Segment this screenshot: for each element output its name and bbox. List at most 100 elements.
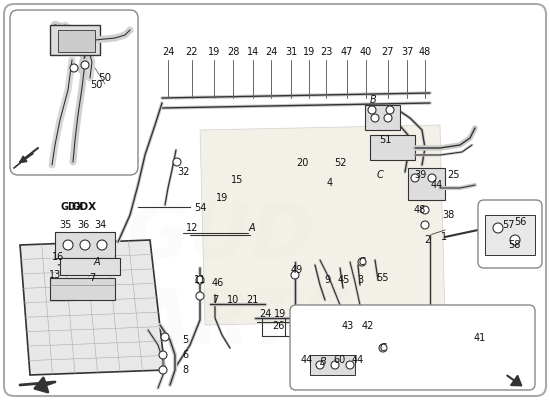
Text: 7: 7: [89, 273, 95, 283]
Text: 22: 22: [186, 47, 198, 57]
Circle shape: [161, 333, 169, 341]
Text: 39: 39: [414, 170, 426, 180]
Text: 19: 19: [274, 309, 286, 319]
Text: 14: 14: [247, 47, 259, 57]
Text: B: B: [370, 95, 376, 105]
Text: 2: 2: [424, 235, 430, 245]
Text: 37: 37: [401, 47, 413, 57]
Text: 27: 27: [382, 47, 394, 57]
Circle shape: [358, 258, 366, 266]
Text: 56: 56: [514, 217, 526, 227]
Text: 3: 3: [357, 275, 363, 285]
Text: 28: 28: [227, 47, 239, 57]
Bar: [485, 215, 535, 255]
Text: 24: 24: [265, 47, 277, 57]
FancyBboxPatch shape: [290, 305, 535, 390]
Polygon shape: [20, 240, 165, 375]
Circle shape: [81, 61, 89, 69]
Text: 49: 49: [291, 265, 303, 275]
Text: 24: 24: [162, 47, 174, 57]
Text: 8: 8: [182, 365, 188, 375]
Bar: [55, 232, 115, 258]
Circle shape: [428, 174, 436, 182]
Text: 44: 44: [431, 180, 443, 190]
Bar: [408, 168, 445, 200]
Text: C: C: [379, 343, 386, 353]
Circle shape: [379, 344, 387, 352]
Circle shape: [493, 223, 503, 233]
Text: 4: 4: [327, 178, 333, 188]
Text: A: A: [249, 223, 255, 233]
Circle shape: [386, 106, 394, 114]
Circle shape: [63, 240, 73, 250]
Text: 41: 41: [474, 333, 486, 343]
Circle shape: [331, 361, 339, 369]
Text: 50: 50: [90, 80, 102, 90]
Text: 12: 12: [186, 223, 198, 233]
Text: 51: 51: [379, 135, 391, 145]
Text: 43: 43: [342, 321, 354, 331]
Circle shape: [173, 158, 181, 166]
Circle shape: [97, 240, 107, 250]
FancyBboxPatch shape: [478, 200, 542, 268]
Text: 34: 34: [94, 220, 106, 230]
Text: 45: 45: [338, 275, 350, 285]
Text: A: A: [94, 257, 100, 267]
Text: C: C: [377, 170, 383, 180]
Text: 35: 35: [59, 220, 71, 230]
Text: 32: 32: [178, 167, 190, 177]
Circle shape: [196, 292, 204, 300]
Text: GDX: GDX: [72, 202, 97, 212]
Text: 52: 52: [334, 158, 346, 168]
Text: 15: 15: [231, 175, 243, 185]
Text: B: B: [320, 357, 326, 367]
Text: GUD
PARTS: GUD PARTS: [85, 200, 355, 360]
Text: 44: 44: [352, 355, 364, 365]
Text: 57: 57: [502, 220, 514, 230]
Bar: [370, 135, 415, 160]
Bar: [60, 258, 120, 275]
Circle shape: [159, 351, 167, 359]
Text: 23: 23: [320, 47, 332, 57]
Text: 1: 1: [441, 232, 447, 242]
FancyBboxPatch shape: [4, 4, 546, 396]
Text: 48: 48: [414, 205, 426, 215]
Text: 19: 19: [208, 47, 220, 57]
Text: 36: 36: [77, 220, 89, 230]
Circle shape: [411, 174, 419, 182]
Text: 6: 6: [182, 350, 188, 360]
Text: 47: 47: [341, 47, 353, 57]
Text: 50: 50: [98, 73, 112, 83]
Text: 26: 26: [272, 321, 284, 331]
FancyBboxPatch shape: [10, 10, 138, 175]
Text: GDX: GDX: [60, 202, 84, 212]
Text: C: C: [359, 257, 365, 267]
Text: 24: 24: [259, 309, 271, 319]
Text: 54: 54: [194, 203, 206, 213]
Circle shape: [80, 240, 90, 250]
Text: 58: 58: [508, 240, 520, 250]
Text: 10: 10: [227, 295, 239, 305]
Text: 19: 19: [303, 47, 315, 57]
Text: 5: 5: [182, 335, 188, 345]
Text: 20: 20: [296, 158, 308, 168]
Text: 19: 19: [216, 193, 228, 203]
Bar: [310, 355, 355, 375]
Circle shape: [196, 276, 204, 284]
Circle shape: [70, 64, 78, 72]
Bar: [365, 105, 400, 130]
Text: 7: 7: [212, 295, 218, 305]
Text: 55: 55: [376, 273, 388, 283]
Text: 25: 25: [447, 170, 459, 180]
Circle shape: [159, 366, 167, 374]
Bar: [50, 25, 100, 55]
Circle shape: [384, 114, 392, 122]
Circle shape: [510, 235, 520, 245]
Circle shape: [346, 361, 354, 369]
Circle shape: [316, 361, 324, 369]
Text: 42: 42: [362, 321, 374, 331]
Circle shape: [421, 221, 429, 229]
Text: 48: 48: [419, 47, 431, 57]
Text: 40: 40: [360, 47, 372, 57]
Circle shape: [368, 106, 376, 114]
